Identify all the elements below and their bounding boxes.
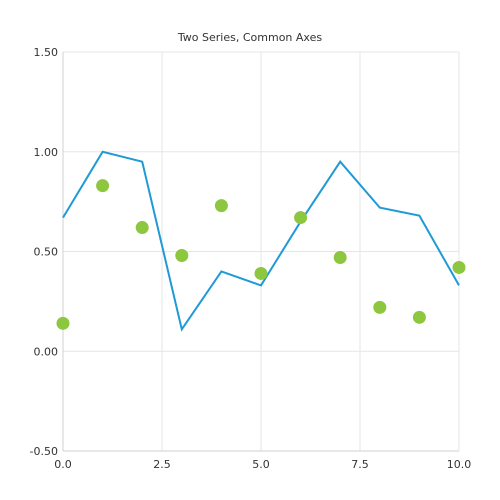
scatter-point [254, 266, 268, 280]
series [56, 150, 466, 332]
y-tick-label: -0.50 [30, 445, 58, 458]
scatter-point [214, 199, 228, 213]
y-tick-label: 1.00 [34, 146, 59, 159]
y-tick-label: 0.50 [34, 246, 59, 259]
scatter-point [373, 300, 387, 314]
series-line-0 [62, 150, 460, 332]
y-tick-label: 0.00 [34, 345, 59, 358]
x-tick-label: 10.0 [447, 458, 472, 471]
scatter-point [56, 316, 70, 330]
axes [62, 52, 459, 452]
scatter-point [175, 248, 189, 262]
chart-title: Two Series, Common Axes [177, 31, 322, 44]
y-tick-label: 1.50 [34, 46, 59, 59]
scatter-point [135, 221, 149, 235]
x-tick-label: 5.0 [252, 458, 270, 471]
scatter-point [452, 260, 466, 274]
x-tick-label: 7.5 [351, 458, 369, 471]
tick-labels: -0.50 0.00 0.50 1.00 1.50 0.0 2.5 5.0 7.5 10.0 [30, 46, 472, 471]
scatter-point [294, 211, 308, 225]
x-tick-label: 0.0 [54, 458, 72, 471]
x-tick-label: 2.5 [153, 458, 171, 471]
scatter-point [96, 179, 110, 193]
grid [62, 51, 460, 452]
scatter-point [412, 310, 426, 324]
scatter-point [333, 250, 347, 264]
